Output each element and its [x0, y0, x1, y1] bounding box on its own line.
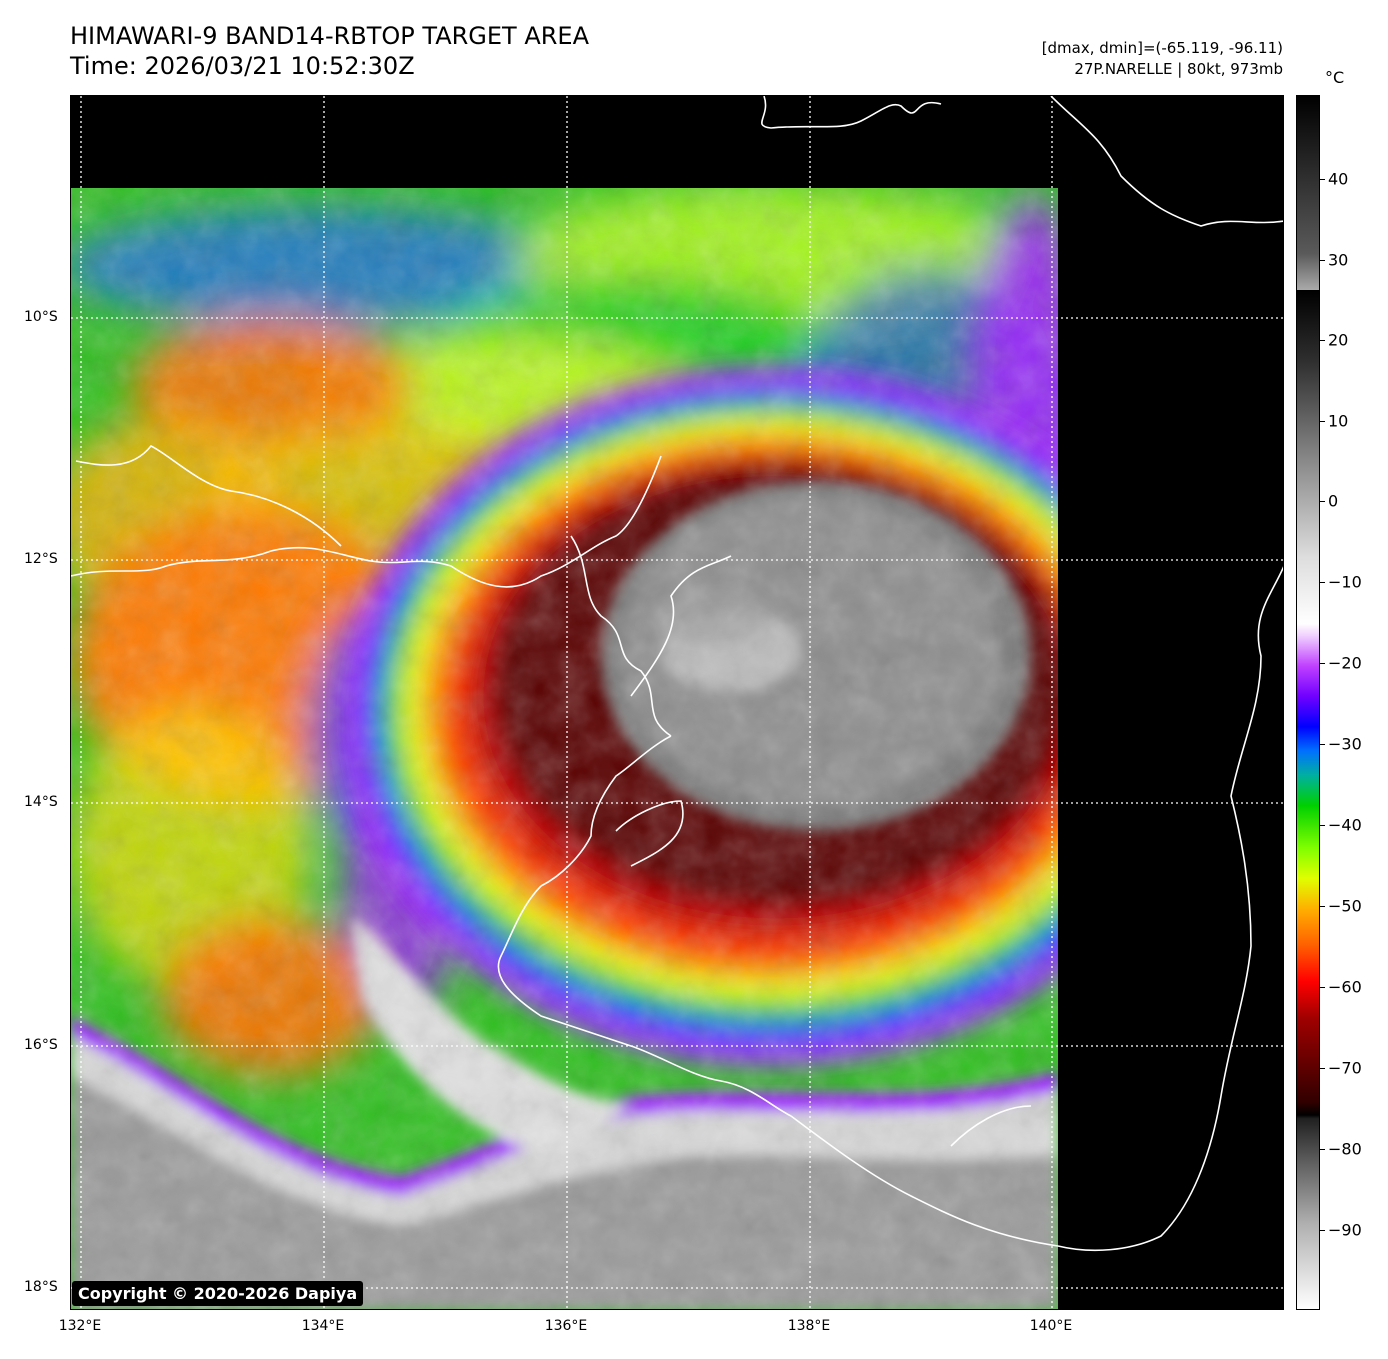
lat-label: 10°S: [24, 309, 58, 325]
coastline-layer: [71, 96, 1283, 1252]
colorbar-tick-label: 0: [1328, 491, 1339, 511]
lon-label: 134°E: [301, 1318, 345, 1334]
lat-label: 12°S: [24, 551, 58, 567]
colorbar-tick-label: −10: [1328, 572, 1362, 592]
satellite-imagery-svg: [71, 96, 1283, 1309]
image-title: HIMAWARI-9 BAND14-RBTOP TARGET AREA: [70, 22, 590, 50]
cloud-top-temperature-field: [71, 188, 1058, 1309]
storm-info: 27P.NARELLE | 80kt, 973mb: [1074, 60, 1283, 78]
colorbar-unit: °C: [1325, 68, 1345, 87]
colorbar-tick-label: −60: [1328, 977, 1362, 997]
lat-label: 18°S: [24, 1279, 58, 1295]
colorbar-tick-label: −20: [1328, 653, 1362, 673]
colorbar-tick-label: 30: [1328, 250, 1349, 270]
lon-label: 140°E: [1029, 1318, 1073, 1334]
lon-label: 132°E: [58, 1318, 102, 1334]
colorbar: [1296, 95, 1320, 1310]
lat-label: 16°S: [24, 1037, 58, 1053]
colorbar-tick-label: −80: [1328, 1139, 1362, 1159]
satellite-image: [70, 95, 1284, 1310]
colorbar-tick-label: 10: [1328, 411, 1349, 431]
colorbar-tick-label: −90: [1328, 1220, 1362, 1240]
dmax-dmin-readout: [dmax, dmin]=(-65.119, -96.11): [1041, 39, 1283, 57]
image-timestamp: Time: 2026/03/21 10:52:30Z: [70, 52, 415, 80]
colorbar-tick-label: −70: [1328, 1058, 1362, 1078]
lon-label: 136°E: [544, 1318, 588, 1334]
copyright-badge: Copyright © 2020-2026 Dapiya: [72, 1281, 364, 1306]
colorbar-tick-label: 40: [1328, 169, 1349, 189]
lon-label: 138°E: [787, 1318, 831, 1334]
colorbar-tick-label: 20: [1328, 330, 1349, 350]
colorbar-tick-label: −40: [1328, 815, 1362, 835]
graticule-layer: [71, 96, 1283, 1309]
colorbar-tick-label: −50: [1328, 896, 1362, 916]
colorbar-tick-label: −30: [1328, 734, 1362, 754]
lat-label: 14°S: [24, 794, 58, 810]
